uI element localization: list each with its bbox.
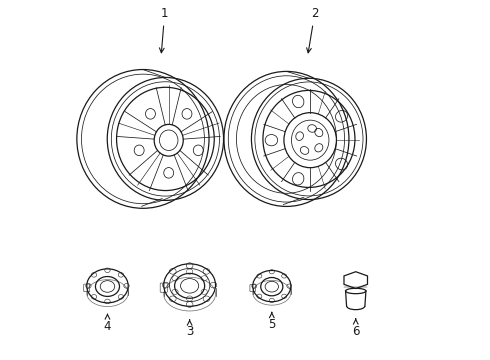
Text: 1: 1 — [159, 8, 169, 53]
Text: 6: 6 — [352, 319, 360, 338]
Text: 4: 4 — [104, 314, 111, 333]
Text: 5: 5 — [268, 312, 275, 331]
Text: 3: 3 — [186, 320, 194, 338]
Text: 2: 2 — [307, 8, 318, 53]
